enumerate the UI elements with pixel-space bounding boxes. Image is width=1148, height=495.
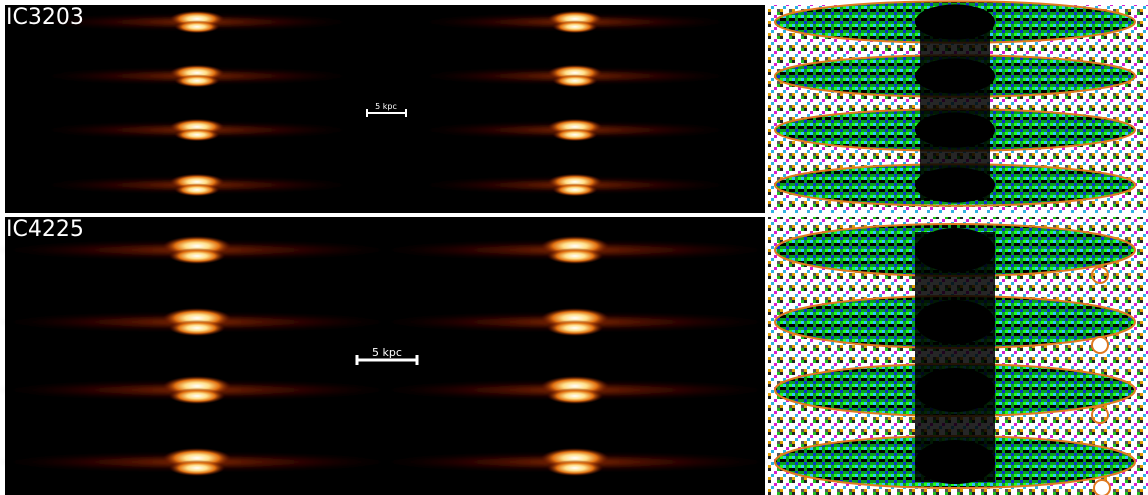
galaxy-core: [169, 460, 225, 476]
scale-label: 5 kpc: [375, 102, 397, 111]
galaxy-core: [547, 388, 603, 404]
galaxy-core: [553, 128, 598, 141]
galaxy-core: [553, 183, 598, 196]
panel-label: IC3203: [6, 5, 84, 30]
galaxy-core: [553, 20, 598, 33]
galaxy-core: [547, 460, 603, 476]
galaxy-core: [175, 74, 220, 87]
galaxy-core: [547, 248, 603, 264]
galaxy-core: [175, 128, 220, 141]
residual-band: [920, 20, 990, 200]
mask-circle: [1092, 337, 1108, 353]
galaxy-core: [547, 320, 603, 336]
galaxy-core: [169, 320, 225, 336]
galaxy-core: [169, 248, 225, 264]
mask-circle: [1094, 480, 1110, 495]
figure: IC3203 IC4225 5 kpc 5 kpc: [0, 0, 1148, 495]
residual-band: [915, 232, 995, 482]
galaxy-core: [175, 183, 220, 196]
panel-label: IC4225: [6, 217, 84, 242]
galaxy-core: [553, 74, 598, 87]
galaxy-core: [175, 20, 220, 33]
scale-label: 5 kpc: [372, 346, 402, 359]
page: IC3203 IC4225 5 kpc 5 kpc (() => { const…: [0, 0, 1148, 495]
galaxy-core: [169, 388, 225, 404]
